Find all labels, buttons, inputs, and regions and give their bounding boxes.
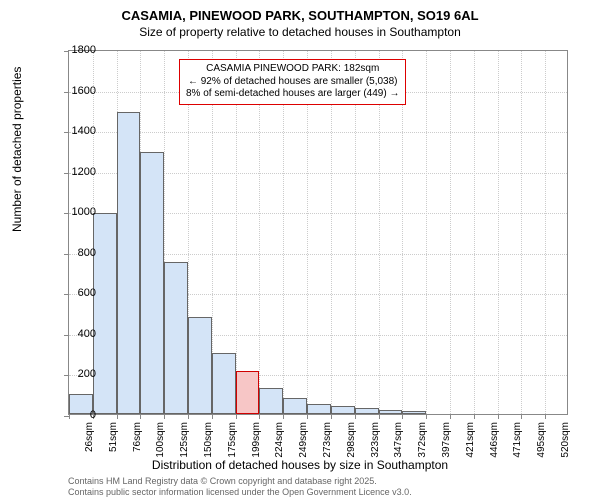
x-tick-label: 199sqm — [251, 422, 262, 458]
grid-line-v — [283, 51, 284, 414]
annotation-line: ← 92% of detached houses are smaller (5,… — [186, 76, 399, 89]
x-tick-label: 125sqm — [179, 422, 190, 458]
x-tick-label: 446sqm — [489, 422, 500, 458]
histogram-bar — [93, 213, 117, 414]
x-tick-mark — [307, 414, 308, 419]
grid-line-v — [521, 51, 522, 414]
x-tick-label: 520sqm — [560, 422, 571, 458]
grid-line-v — [474, 51, 475, 414]
histogram-bar — [402, 411, 426, 414]
x-tick-mark — [450, 414, 451, 419]
histogram-bar — [379, 410, 403, 414]
x-tick-mark — [426, 414, 427, 419]
x-tick-mark — [164, 414, 165, 419]
x-tick-label: 100sqm — [155, 422, 166, 458]
x-tick-mark — [402, 414, 403, 419]
chart-subtitle: Size of property relative to detached ho… — [0, 25, 600, 39]
y-tick-label: 1600 — [46, 85, 96, 97]
grid-line-v — [331, 51, 332, 414]
x-tick-mark — [140, 414, 141, 419]
x-tick-label: 495sqm — [536, 422, 547, 458]
grid-line-v — [236, 51, 237, 414]
x-tick-mark — [331, 414, 332, 419]
y-axis-label: Number of detached properties — [10, 67, 24, 232]
grid-line-v — [498, 51, 499, 414]
grid-line-h — [69, 132, 567, 133]
x-tick-label: 347sqm — [393, 422, 404, 458]
x-tick-label: 397sqm — [441, 422, 452, 458]
plot-area: CASAMIA PINEWOOD PARK: 182sqm← 92% of de… — [68, 50, 568, 415]
chart-title: CASAMIA, PINEWOOD PARK, SOUTHAMPTON, SO1… — [0, 8, 600, 23]
annotation-box: CASAMIA PINEWOOD PARK: 182sqm← 92% of de… — [179, 59, 406, 105]
x-tick-label: 51sqm — [108, 422, 119, 452]
histogram-bar — [117, 112, 141, 414]
footer-attribution: Contains HM Land Registry data © Crown c… — [68, 476, 412, 498]
x-tick-label: 421sqm — [465, 422, 476, 458]
x-tick-mark — [188, 414, 189, 419]
y-tick-label: 0 — [46, 409, 96, 421]
histogram-bar-highlight — [236, 371, 260, 414]
grid-line-v — [426, 51, 427, 414]
histogram-bar — [283, 398, 307, 414]
histogram-bar — [164, 262, 188, 414]
grid-line-v — [402, 51, 403, 414]
x-tick-label: 175sqm — [227, 422, 238, 458]
grid-line-v — [355, 51, 356, 414]
y-tick-label: 200 — [46, 368, 96, 380]
y-tick-label: 1200 — [46, 166, 96, 178]
histogram-bar — [331, 406, 355, 414]
x-tick-label: 26sqm — [84, 422, 95, 452]
histogram-bar — [212, 353, 236, 414]
x-tick-mark — [355, 414, 356, 419]
x-tick-mark — [212, 414, 213, 419]
histogram-bar — [140, 152, 164, 414]
footer-line2: Contains public sector information licen… — [68, 487, 412, 498]
grid-line-v — [450, 51, 451, 414]
x-tick-label: 249sqm — [298, 422, 309, 458]
x-tick-mark — [521, 414, 522, 419]
y-tick-label: 600 — [46, 287, 96, 299]
x-tick-label: 323sqm — [370, 422, 381, 458]
x-tick-label: 273sqm — [322, 422, 333, 458]
grid-line-v — [307, 51, 308, 414]
x-tick-label: 224sqm — [274, 422, 285, 458]
footer-line1: Contains HM Land Registry data © Crown c… — [68, 476, 412, 487]
x-tick-label: 76sqm — [132, 422, 143, 452]
x-tick-mark — [117, 414, 118, 419]
x-tick-label: 298sqm — [346, 422, 357, 458]
x-tick-label: 471sqm — [512, 422, 523, 458]
histogram-bar — [355, 408, 379, 414]
y-tick-label: 1400 — [46, 125, 96, 137]
x-tick-mark — [379, 414, 380, 419]
histogram-bar — [188, 317, 212, 414]
x-tick-mark — [236, 414, 237, 419]
grid-line-v — [545, 51, 546, 414]
x-tick-mark — [498, 414, 499, 419]
x-tick-label: 372sqm — [417, 422, 428, 458]
grid-line-v — [259, 51, 260, 414]
grid-line-v — [379, 51, 380, 414]
x-tick-mark — [545, 414, 546, 419]
annotation-line: CASAMIA PINEWOOD PARK: 182sqm — [186, 63, 399, 76]
y-tick-label: 400 — [46, 328, 96, 340]
x-tick-label: 150sqm — [203, 422, 214, 458]
histogram-bar — [307, 404, 331, 414]
y-tick-label: 800 — [46, 247, 96, 259]
x-tick-mark — [259, 414, 260, 419]
y-tick-label: 1000 — [46, 206, 96, 218]
x-axis-label: Distribution of detached houses by size … — [0, 458, 600, 472]
x-tick-mark — [474, 414, 475, 419]
annotation-line: 8% of semi-detached houses are larger (4… — [186, 88, 399, 101]
y-tick-label: 1800 — [46, 44, 96, 56]
x-tick-mark — [283, 414, 284, 419]
chart-title-block: CASAMIA, PINEWOOD PARK, SOUTHAMPTON, SO1… — [0, 8, 600, 39]
histogram-bar — [259, 388, 283, 414]
